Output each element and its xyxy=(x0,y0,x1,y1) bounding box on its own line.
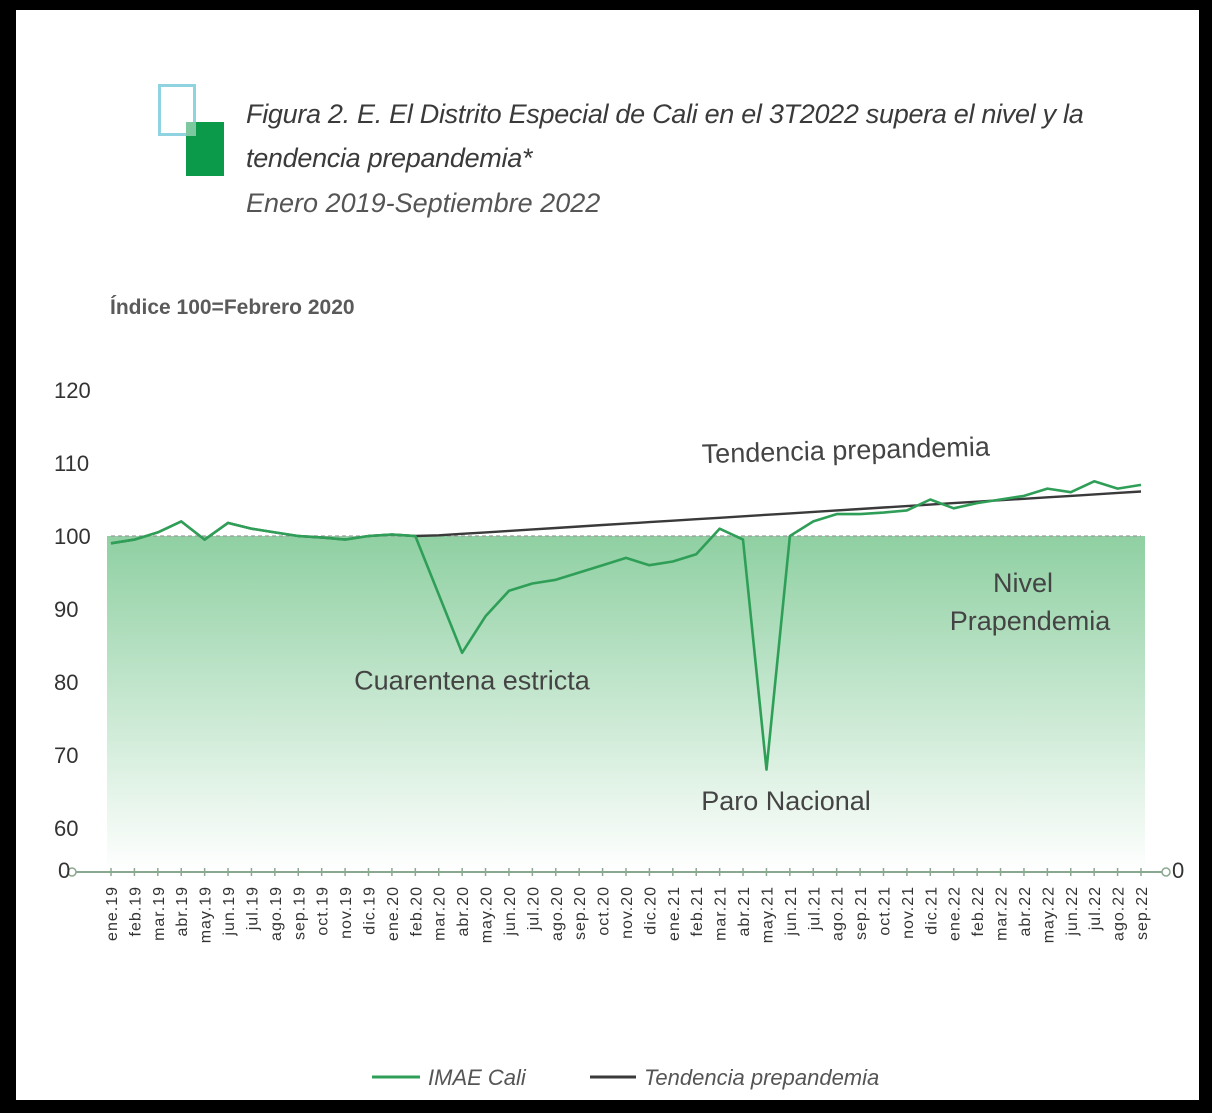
x-tick-label: oct.21 xyxy=(877,886,894,936)
y-tick-label: 80 xyxy=(54,670,78,695)
y-tick-label: 60 xyxy=(54,816,78,841)
x-tick-label: jul.21 xyxy=(806,886,823,931)
x-tick-label: dic.19 xyxy=(362,886,379,935)
x-tick-label: mar.19 xyxy=(151,886,168,941)
x-tick-label: jul.22 xyxy=(1087,886,1104,931)
x-tick-label: ago.20 xyxy=(549,886,566,941)
y-tick-label: 110 xyxy=(54,451,89,476)
x-tick-label: jun.21 xyxy=(783,886,800,937)
x-tick-label: ago.19 xyxy=(268,886,285,941)
x-tick-label: abr.19 xyxy=(174,886,191,936)
x-tick-label: oct.20 xyxy=(596,886,613,936)
reference-label-line2: Prapendemia xyxy=(950,606,1112,636)
x-tick-label: dic.20 xyxy=(642,886,659,935)
x-tick-label: sep.21 xyxy=(853,886,870,940)
x-tick-label: feb.21 xyxy=(689,886,706,936)
x-tick-label: ago.21 xyxy=(830,886,847,941)
x-tick-label: may.22 xyxy=(1040,886,1057,943)
x-tick-label: abr.21 xyxy=(736,886,753,936)
pre-pandemic-level-area xyxy=(107,536,1145,872)
x-tick-label: mar.22 xyxy=(994,886,1011,941)
x-axis-end-marker xyxy=(1161,867,1171,877)
annotation-tendencia-prepandemia: Tendencia prepandemia xyxy=(701,432,991,470)
x-tick-label: may.20 xyxy=(479,886,496,943)
logo-outline-square xyxy=(158,84,196,136)
y-zero-label: 0 xyxy=(58,858,70,883)
x-tick-label: jul.20 xyxy=(525,886,542,931)
x-end-zero-label: 0 xyxy=(1172,858,1184,883)
legend-label-imae-cali: IMAE Cali xyxy=(428,1065,527,1090)
x-axis-start-marker xyxy=(67,867,77,877)
x-tick-label: oct.19 xyxy=(315,886,332,936)
x-tick-label: feb.19 xyxy=(127,886,144,936)
legend-label-tendencia: Tendencia prepandemia xyxy=(644,1065,879,1090)
y-tick-label: 120 xyxy=(54,378,91,403)
x-tick-label: jun.20 xyxy=(502,886,519,937)
x-tick-label: mar.21 xyxy=(713,886,730,941)
series-line-imae-cali xyxy=(110,479,1142,771)
x-tick-label: jun.19 xyxy=(221,886,238,937)
figure-logo-icon xyxy=(158,84,230,182)
x-tick-label: ene.22 xyxy=(947,886,964,941)
x-tick-label: sep.19 xyxy=(291,886,308,940)
annotation-paro-nacional: Paro Nacional xyxy=(701,786,871,816)
y-tick-label: 100 xyxy=(54,524,91,549)
x-tick-label: feb.20 xyxy=(408,886,425,936)
reference-label-line1: Nivel xyxy=(993,568,1053,598)
logo-overlap xyxy=(186,122,196,136)
annotation-cuarentena-estricta: Cuarentena estricta xyxy=(354,665,591,695)
x-tick-label: mar.20 xyxy=(432,886,449,941)
x-tick-label: dic.21 xyxy=(923,886,940,935)
y-tick-label: 90 xyxy=(54,597,78,622)
x-tick-label: ene.20 xyxy=(385,886,402,941)
x-tick-label: ago.22 xyxy=(1111,886,1128,941)
figure-subtitle: Enero 2019-Septiembre 2022 xyxy=(246,188,601,218)
x-tick-label: ene.21 xyxy=(666,886,683,941)
x-tick-label: nov.21 xyxy=(900,886,917,939)
figure-title: Figura 2. E. El Distrito Especial de Cal… xyxy=(246,99,1084,173)
y-axis-label: Índice 100=Febrero 2020 xyxy=(110,296,355,319)
x-tick-label: nov.20 xyxy=(619,886,636,939)
x-tick-label: may.19 xyxy=(198,886,215,943)
x-tick-label: abr.22 xyxy=(1017,886,1034,936)
x-tick-label: abr.20 xyxy=(455,886,472,936)
y-tick-label: 70 xyxy=(54,743,78,768)
x-tick-label: feb.22 xyxy=(970,886,987,936)
x-tick-label: jun.22 xyxy=(1064,886,1081,937)
x-tick-label: may.21 xyxy=(759,886,776,943)
x-tick-label: ene.19 xyxy=(104,886,121,941)
x-tick-label: sep.22 xyxy=(1134,886,1151,940)
x-tick-label: jul.19 xyxy=(244,886,261,931)
x-tick-label: sep.20 xyxy=(572,886,589,940)
x-tick-label: nov.19 xyxy=(338,886,355,939)
